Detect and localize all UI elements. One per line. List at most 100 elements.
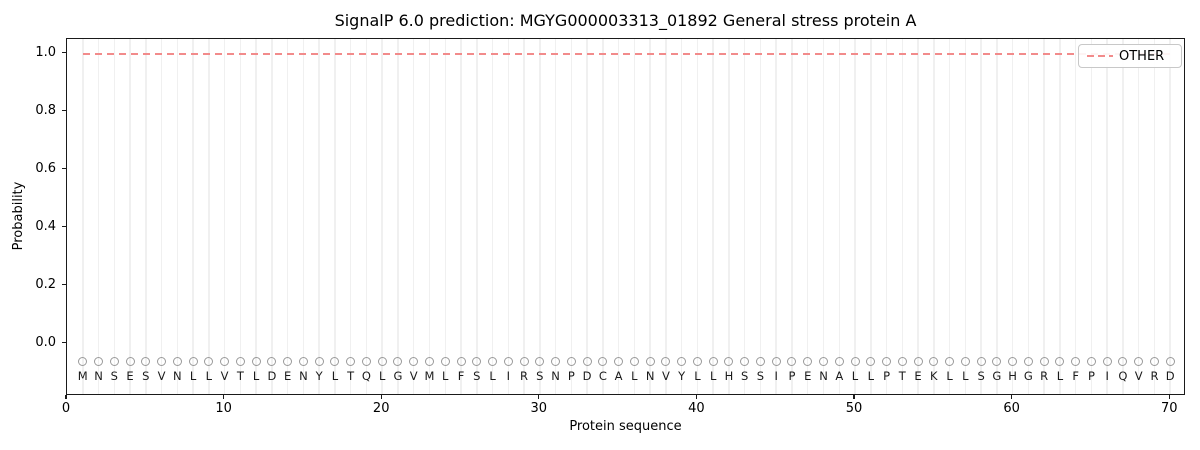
gridline [570,39,573,394]
residue-marker [125,356,135,366]
residue-letter: Q [1118,368,1128,383]
residue-letter: V [661,368,670,383]
residue-letter: N [645,368,655,383]
gridline [933,39,935,394]
y-tick-label: 1.0 [35,44,56,60]
residue-letter: V [157,368,166,383]
residue-marker [393,356,403,366]
residue-marker [267,356,277,366]
residue-letter: D [267,368,277,383]
residue-marker [1102,356,1112,366]
gridline [1059,39,1061,394]
residue-letter: L [709,368,717,383]
x-tick-mark [223,395,225,399]
residue-letter: N [94,368,103,383]
y-tick-mark [62,51,66,54]
residue-letter: L [694,368,701,383]
legend-dashed-line-sample [1087,55,1113,57]
gridline [460,39,462,394]
legend: OTHER [1078,44,1182,68]
x-tick-label: 50 [845,401,863,416]
gridline [381,39,383,394]
gridline [1153,39,1156,394]
gridline [775,39,777,394]
gridline [523,39,525,394]
gridline [728,39,730,394]
residue-marker [614,356,624,366]
residue-marker [204,356,214,366]
residue-letter: D [1165,368,1175,383]
residue-letter: T [347,368,355,383]
residue-letter: I [506,368,510,383]
gridline [602,39,604,394]
gridline [633,39,636,394]
residue-letter: L [851,368,859,383]
residue-marker [724,356,734,366]
residue-letter: S [977,368,985,383]
residue-marker [708,356,718,366]
gridline [791,39,793,394]
gridline [1090,39,1093,394]
residue-letter: G [393,368,403,383]
residue-letter: I [1105,368,1109,383]
residue-marker [346,356,356,366]
residue-marker [645,356,655,366]
x-tick-label: 40 [688,401,705,416]
residue-marker [740,356,750,366]
residue-letter: N [173,368,182,383]
residue-letter: M [77,368,88,383]
gridline [97,39,100,394]
gridline [476,39,478,394]
residue-marker [488,356,498,366]
residue-marker [929,356,939,366]
x-tick-mark [853,395,855,399]
residue-marker [582,356,592,366]
residue-marker [1008,356,1018,366]
y-tick-mark [62,342,66,344]
residue-letter: V [220,368,229,383]
gridline [129,39,131,394]
y-tick-label: 0.4 [35,218,56,234]
gridline [223,39,226,394]
y-tick-mark [62,226,66,228]
residue-marker [235,356,245,366]
residue-letter: L [946,368,953,383]
residue-marker [377,356,387,366]
residue-letter: I [774,368,778,383]
residue-marker [440,356,450,366]
residue-letter: T [236,368,244,383]
residue-marker [1023,356,1033,366]
residue-marker [551,356,561,366]
residue-marker [1071,356,1081,366]
gridline [397,39,399,394]
residue-marker [1165,356,1175,366]
gridline [318,39,320,394]
residue-marker [598,356,608,366]
residue-marker [677,356,687,366]
gridline [239,39,242,394]
gridline [334,39,336,394]
gridline [822,39,825,394]
gridline [82,39,84,394]
residue-marker [251,356,261,366]
residue-letter: A [835,368,844,383]
y-tick-label: 0.6 [35,160,56,176]
x-tick-mark [1011,395,1013,399]
gridline [712,39,714,394]
gridline [145,39,147,394]
gridline [1027,39,1030,394]
residue-marker [157,356,167,366]
residue-letter: L [252,368,260,383]
residue-marker [361,356,371,366]
residue-letter: L [205,368,213,383]
gridline [208,39,210,394]
residue-letter: F [457,368,465,383]
residue-letter: P [788,368,796,383]
gridline [964,39,967,394]
residue-letter: S [473,368,481,383]
residue-letter: F [1072,368,1079,383]
residue-marker [78,356,88,366]
gridline [271,39,273,394]
residue-marker [1039,356,1049,366]
residue-marker [283,356,293,366]
